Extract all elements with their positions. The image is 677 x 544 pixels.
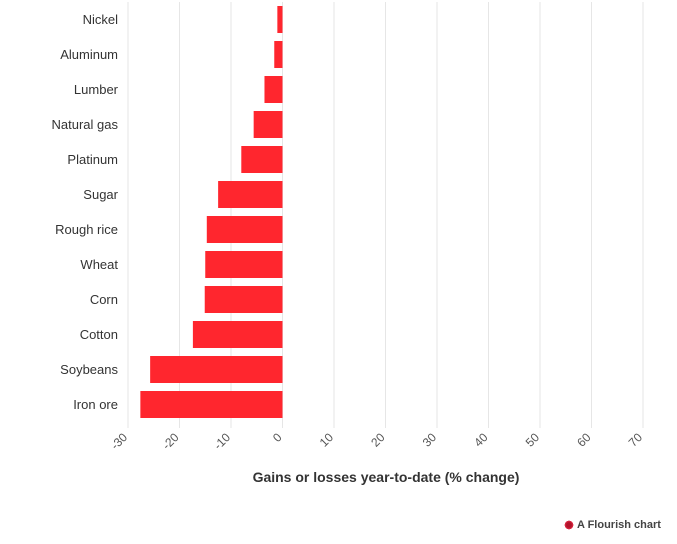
- x-tick-label: 10: [317, 430, 337, 450]
- category-label: Aluminum: [60, 47, 118, 62]
- category-label: Platinum: [67, 152, 118, 167]
- category-label: Iron ore: [73, 397, 118, 412]
- flourish-logo-icon: [564, 520, 574, 530]
- x-tick-label: 20: [368, 430, 388, 450]
- bar[interactable]: [241, 146, 283, 173]
- bar[interactable]: [140, 391, 283, 418]
- bar[interactable]: [264, 76, 283, 103]
- bar[interactable]: [206, 216, 283, 243]
- category-label: Lumber: [74, 82, 119, 97]
- flourish-credit[interactable]: A Flourish chart: [564, 519, 661, 531]
- bar[interactable]: [274, 41, 283, 68]
- category-label: Wheat: [80, 257, 118, 272]
- bar[interactable]: [277, 6, 283, 33]
- x-tick-label: 70: [626, 430, 646, 450]
- bar[interactable]: [218, 181, 283, 208]
- x-axis-title: Gains or losses year-to-date (% change): [253, 469, 520, 485]
- credit-text: A Flourish chart: [577, 519, 661, 531]
- category-label: Natural gas: [52, 117, 119, 132]
- category-label: Rough rice: [55, 222, 118, 237]
- x-tick-label: -10: [211, 430, 233, 452]
- category-label: Cotton: [80, 327, 118, 342]
- x-axis-ticks: -30 -20 -10 0 10 20 30 40 50 60 70: [108, 430, 645, 452]
- bar[interactable]: [204, 286, 283, 313]
- x-tick-label: -30: [108, 430, 130, 452]
- x-tick-label: 0: [270, 430, 285, 445]
- category-label: Nickel: [83, 12, 119, 27]
- gridlines: [127, 2, 644, 428]
- category-label: Corn: [90, 292, 118, 307]
- x-tick-label: 40: [471, 430, 491, 450]
- x-tick-label: -20: [159, 430, 181, 452]
- bars: [140, 6, 283, 418]
- bar[interactable]: [150, 356, 283, 383]
- category-label: Sugar: [83, 187, 118, 202]
- x-tick-label: 30: [420, 430, 440, 450]
- x-tick-label: 60: [574, 430, 594, 450]
- bar[interactable]: [205, 251, 283, 278]
- category-label: Soybeans: [60, 362, 118, 377]
- bar[interactable]: [253, 111, 283, 138]
- category-labels: Nickel Aluminum Lumber Natural gas Platinum S…: [52, 12, 119, 412]
- bar[interactable]: [192, 321, 283, 348]
- x-tick-label: 50: [523, 430, 543, 450]
